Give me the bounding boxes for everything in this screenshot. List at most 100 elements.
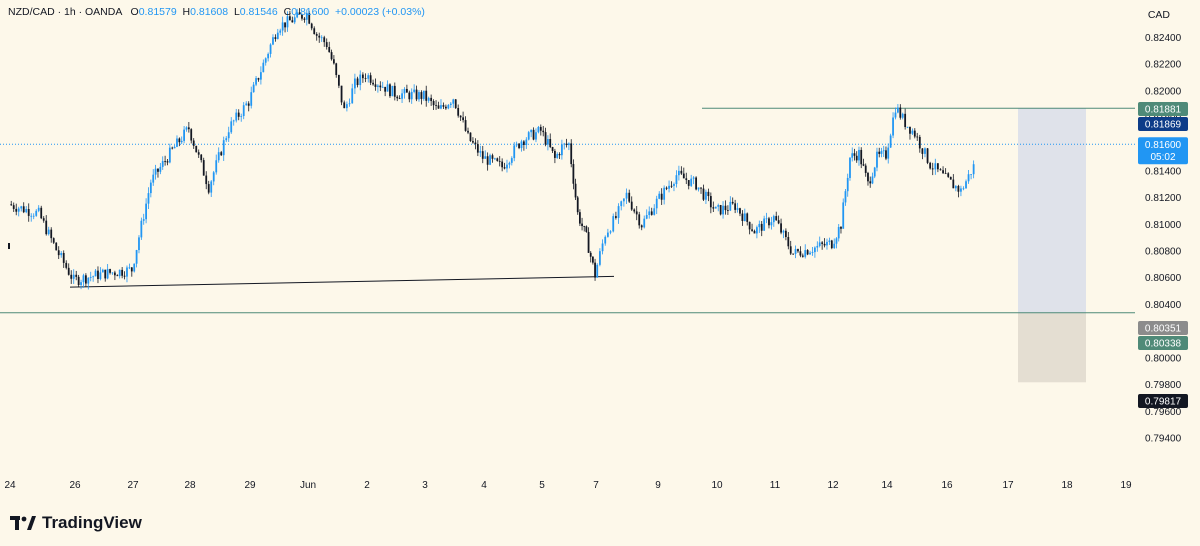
candle-body xyxy=(222,140,225,156)
support-trendline[interactable] xyxy=(69,275,615,288)
candle-body xyxy=(520,141,523,149)
candle-body xyxy=(668,185,670,189)
price-tag xyxy=(1138,336,1188,350)
candle-body xyxy=(553,150,556,158)
candle-body xyxy=(70,274,73,279)
candle-body xyxy=(391,85,394,97)
candle-body xyxy=(947,173,950,177)
candle-body xyxy=(717,205,720,207)
candle-body xyxy=(570,143,573,165)
candle-body xyxy=(94,270,97,277)
candle-body xyxy=(722,205,724,215)
candle-body xyxy=(410,91,413,100)
time-tick-label: 16 xyxy=(941,480,953,491)
candle-body xyxy=(904,113,907,128)
candle-body xyxy=(760,223,763,231)
candle-body xyxy=(154,168,157,175)
candle-body xyxy=(906,126,909,128)
stop-zone[interactable] xyxy=(1018,312,1086,383)
candle-body xyxy=(481,151,484,159)
candle-body xyxy=(343,102,346,109)
candle-body xyxy=(869,181,872,184)
high-label: H xyxy=(182,6,191,18)
candle-body xyxy=(192,140,195,146)
candle-body xyxy=(279,30,282,33)
candle-body xyxy=(264,58,267,63)
candle-body xyxy=(567,143,570,146)
candle-body xyxy=(109,269,111,273)
candle-body xyxy=(369,75,372,83)
price-tick-label: 0.81400 xyxy=(1145,166,1182,177)
candle-body xyxy=(359,74,362,86)
candle-body xyxy=(770,222,773,226)
time-tick-label: 11 xyxy=(770,480,781,491)
candle-body xyxy=(442,105,445,107)
price-tick-label: 0.80800 xyxy=(1145,247,1182,258)
candle-body xyxy=(403,88,406,94)
candle-body xyxy=(454,99,457,109)
candle-body xyxy=(751,229,753,231)
candle-body xyxy=(195,145,198,153)
candle-body xyxy=(620,201,623,207)
symbol-label[interactable]: NZD/CAD · 1h · OANDA xyxy=(8,6,122,18)
low-value: 0.81546 xyxy=(239,6,278,18)
candle-body xyxy=(645,215,648,219)
candle-body xyxy=(650,211,653,215)
trendline[interactable] xyxy=(69,275,615,288)
candle-body xyxy=(609,231,612,233)
price-tag-label: 0.80338 xyxy=(1145,339,1182,350)
candle-body xyxy=(581,223,583,227)
candle-body xyxy=(673,184,675,186)
candle-body xyxy=(614,216,617,218)
candle-body xyxy=(405,88,408,93)
candle-body xyxy=(724,205,727,211)
time-axis[interactable]: 24 26 27 28 29 Jun 2 3 4 5 7 9 10 11 12 14 16 17 18 19 xyxy=(4,480,1132,491)
tradingview-logo[interactable]: TradingView xyxy=(10,512,142,534)
candle-body xyxy=(415,89,418,100)
target-zone[interactable] xyxy=(1018,108,1086,313)
candle-body xyxy=(496,158,499,161)
candle-body xyxy=(104,269,107,279)
candle-body xyxy=(782,230,785,233)
candle-body xyxy=(101,269,104,273)
candle-body xyxy=(491,155,494,159)
candle-body xyxy=(655,198,658,209)
candle-body xyxy=(135,250,138,264)
candle-body xyxy=(606,232,609,237)
candle-body xyxy=(291,20,294,23)
candle-body xyxy=(353,78,356,89)
candle-body xyxy=(161,161,164,167)
candle-body xyxy=(47,229,50,235)
candle-body xyxy=(235,112,238,121)
candle-body xyxy=(444,106,447,109)
candle-body xyxy=(775,216,778,221)
candle-body xyxy=(140,220,143,238)
candle-body xyxy=(166,161,169,163)
candle-body xyxy=(296,12,299,18)
candle-body xyxy=(758,223,761,228)
candle-body xyxy=(152,174,155,183)
candle-body xyxy=(787,237,790,247)
horizontal-lines[interactable] xyxy=(0,107,1135,314)
candle-body xyxy=(885,150,887,159)
position-tool[interactable] xyxy=(1018,108,1086,383)
candle-body xyxy=(780,223,782,233)
candle-body xyxy=(242,105,245,117)
candle-body xyxy=(680,170,683,174)
candle-body xyxy=(705,191,707,200)
candle-body xyxy=(612,216,615,232)
candle-body xyxy=(630,201,633,210)
candle-body xyxy=(913,130,916,137)
candle-body xyxy=(665,187,668,189)
candle-body xyxy=(245,103,248,106)
price-axis[interactable]: 0.794000.796000.798000.800000.802000.804… xyxy=(1145,33,1182,445)
candle-body xyxy=(842,202,845,229)
candle-body xyxy=(622,198,625,202)
candle-body xyxy=(384,86,387,92)
candle-body xyxy=(643,218,646,228)
candle-body xyxy=(954,185,957,189)
candle-body xyxy=(587,231,590,253)
candle-body xyxy=(255,78,257,85)
candle-body xyxy=(176,138,178,147)
